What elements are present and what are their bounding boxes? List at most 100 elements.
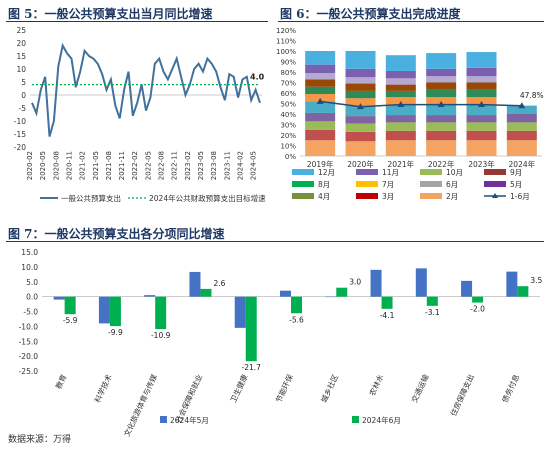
fig6-bar-segment <box>345 123 376 132</box>
fig6-bar-segment <box>305 101 336 113</box>
fig7-y-tick-label: -15.0 <box>19 337 39 346</box>
fig6-legend-label: 5月 <box>510 180 522 189</box>
fig6-bar-segment <box>345 51 376 69</box>
fig7-bar <box>426 296 438 306</box>
fig7-bar <box>291 296 302 314</box>
fig7-y-tick-label: 15.0 <box>21 248 38 257</box>
fig5-y-tick-label: -10 <box>14 117 26 126</box>
fig7-bar <box>155 296 167 330</box>
fig6-bar-segment <box>305 129 336 141</box>
fig6-bar-segment <box>345 131 376 142</box>
fig7-bar <box>472 296 484 303</box>
fig6-y-tick-label: 80% <box>280 69 296 77</box>
fig5-x-tick-label: 2022-11 <box>171 151 179 180</box>
fig6-y-tick-label: 100% <box>276 48 296 56</box>
fig6-bar-segment <box>305 140 336 156</box>
fig5-x-tick-label: 2022-08 <box>158 151 166 180</box>
fig6-y-tick-label: 20% <box>280 132 296 140</box>
fig7-data-label: -9.9 <box>108 328 123 337</box>
fig5-x-tick-label: 2023-02 <box>184 151 192 180</box>
fig6-progress-marker <box>518 102 526 109</box>
fig6-bar-segment <box>345 98 376 106</box>
fig7-bar <box>53 296 65 300</box>
fig7-data-label: 3.5 <box>530 276 542 285</box>
fig6-bar-segment <box>385 115 416 123</box>
fig6-y-tick-label: 30% <box>280 122 296 130</box>
fig7-bar <box>370 269 382 297</box>
fig7-bar <box>109 296 121 327</box>
fig5-target-annotation: 4.0 <box>250 73 265 82</box>
fig7-y-tick-label: 10.0 <box>21 263 38 272</box>
fig7-data-label: -4.1 <box>380 311 395 320</box>
fig7-data-label: -5.9 <box>63 316 78 325</box>
fig6-y-tick-label: 50% <box>280 101 296 109</box>
fig5-title-rule <box>6 21 268 22</box>
fig6-title: 图 6：一般公共预算支出完成进度 <box>280 7 461 21</box>
fig7-title: 图 7：一般公共预算支出各分项同比增速 <box>8 227 225 241</box>
fig5-title: 图 5：一般公共预算支出当月同比增速 <box>8 7 213 21</box>
fig6-y-tick-label: 10% <box>280 143 296 151</box>
fig7-bar <box>415 268 427 297</box>
fig7-x-tick-label: 债务付息 <box>499 372 521 404</box>
fig6-bar-segment <box>385 122 416 131</box>
fig6-legend-label: 9月 <box>510 168 522 177</box>
fig6-title-rule <box>278 21 544 22</box>
fig6-bar-segment <box>345 116 376 124</box>
fig6-bar-segment <box>385 84 416 91</box>
fig7-x-tick-label: 城乡社区 <box>318 372 340 404</box>
fig7-data-label: -5.6 <box>289 315 304 324</box>
fig6-bar-segment <box>506 114 537 123</box>
fig6-bar-segment <box>385 97 416 105</box>
fig6-bar-segment <box>426 97 457 105</box>
fig5-x-tick-label: 2024-05 <box>250 151 258 180</box>
fig6-legend-label: 4月 <box>318 192 330 201</box>
fig6-bar-segment <box>305 73 336 80</box>
fig5-x-tick-label: 2023-08 <box>210 151 218 180</box>
fig6-x-tick-label: 2024年 <box>509 159 536 169</box>
fig5-x-tick-label: 2020-11 <box>65 151 73 180</box>
fig6-bar-segment <box>466 115 497 123</box>
fig7-y-tick-label: -5.0 <box>23 308 38 317</box>
fig6-bar-segment <box>385 140 416 156</box>
fig7-y-tick-label: -10.0 <box>19 322 39 331</box>
fig6-legend-label: 6月 <box>446 180 458 189</box>
fig5-y-tick-label: 25 <box>16 26 26 35</box>
fig6-bar-segment <box>385 78 416 85</box>
fig6-bar-segment <box>426 130 457 141</box>
source-note: 数据来源：万得 <box>8 435 72 445</box>
fig6-bar-segment <box>426 76 457 83</box>
fig7-bar <box>234 296 246 328</box>
fig6-bar-segment <box>345 83 376 91</box>
fig6-bar-segment <box>385 130 416 141</box>
fig6-bar-segment <box>426 89 457 98</box>
fig6-bar-segment <box>385 55 416 71</box>
fig6-legend-label: 1-6月 <box>510 192 530 201</box>
fig6-progress-marker <box>478 101 485 108</box>
fig6-bar-segment <box>385 70 416 79</box>
fig6-x-tick-label: 2022年 <box>428 159 455 169</box>
fig6-y-tick-label: 40% <box>280 111 296 119</box>
fig5-x-tick-label: 2021-05 <box>92 151 100 180</box>
fig6-bar-segment <box>466 76 497 83</box>
fig7-bar <box>144 295 156 297</box>
fig7-y-tick-label: -20.0 <box>19 352 39 361</box>
fig7-data-label: 2.6 <box>213 279 225 288</box>
fig6-bar-segment <box>466 89 497 98</box>
fig6-bar-segment <box>466 122 497 131</box>
fig6-legend-label: 7月 <box>382 180 394 189</box>
fig7-data-label: -21.7 <box>242 363 262 372</box>
fig7-bar <box>189 271 201 297</box>
fig7-x-tick-label: 住房保障支出 <box>448 373 476 418</box>
fig5-y-tick-label: 5 <box>21 78 26 87</box>
fig7-bar <box>381 296 393 309</box>
fig5-legend-label: 2024年公共财政预算支出目标增速 <box>149 193 266 203</box>
fig5-x-tick-label: 2021-02 <box>79 151 87 180</box>
fig5-x-tick-label: 2021-11 <box>118 151 126 180</box>
fig5-x-tick-label: 2023-11 <box>223 151 231 180</box>
fig5-legend-label: 一般公共预算支出 <box>61 193 121 203</box>
fig6-bar-segment <box>345 105 376 117</box>
fig5-x-tick-label: 2020-02 <box>26 151 34 180</box>
fig7-x-tick-label: 农林水 <box>367 372 386 397</box>
fig6-bar-segment <box>466 140 497 156</box>
